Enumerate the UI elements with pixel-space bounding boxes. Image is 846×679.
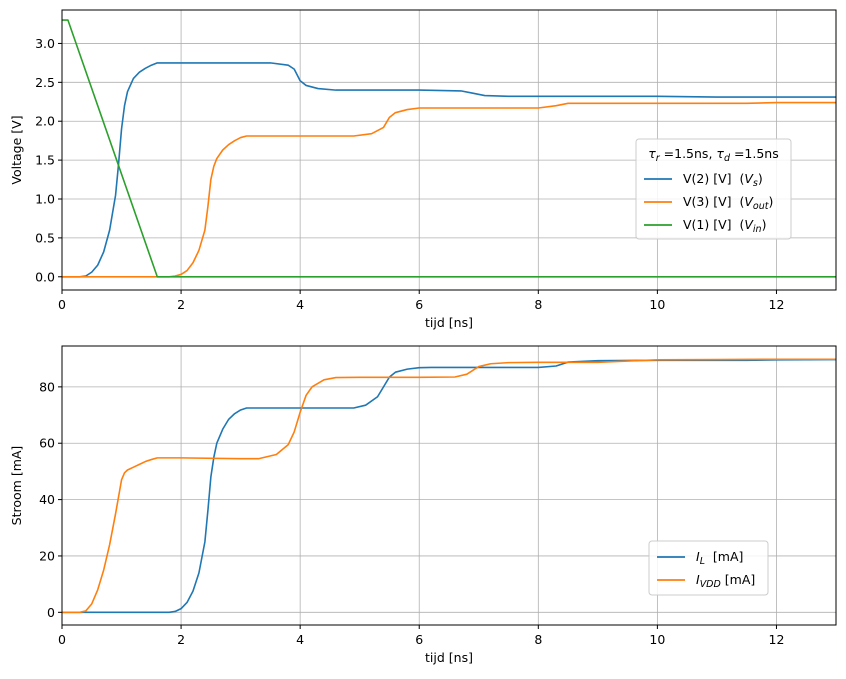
y-tick-label: 3.0 [35, 36, 55, 51]
series-line-0 [62, 62, 836, 278]
x-tick-label: 10 [649, 297, 665, 312]
x-tick-label: 6 [415, 632, 423, 647]
x-tick-label: 12 [769, 297, 785, 312]
x-tick-label: 6 [415, 297, 423, 312]
x-tick-label: 8 [534, 632, 542, 647]
axes-frame [61, 345, 837, 626]
y-tick-label: 1.5 [35, 153, 55, 168]
y-tick-label: 1.0 [35, 192, 55, 207]
x-tick-label: 4 [296, 297, 304, 312]
y-tick-label: 0.5 [35, 230, 55, 245]
series-line-1 [62, 101, 836, 278]
x-tick-label: 10 [649, 632, 665, 647]
series-line-2 [62, 19, 836, 278]
legend-label-2: V(1) [V] (Vin) [683, 217, 766, 235]
legend: τr =1.5ns, τd =1.5ns V(2) [V] (Vs) V(3) [V… [635, 138, 792, 240]
legend-label-0: IL [mA] [696, 549, 743, 567]
x-tick-label: 2 [177, 297, 185, 312]
y-tick-label: 2.0 [35, 114, 55, 129]
x-tick-label: 0 [58, 297, 66, 312]
legend-title: τr =1.5ns, τd =1.5ns [648, 146, 778, 164]
series-group [62, 19, 836, 278]
x-tick-label: 4 [296, 632, 304, 647]
legend-label-1: IVDD [mA] [696, 572, 755, 590]
series-group [62, 358, 836, 614]
y-tick-label: 40 [39, 492, 55, 507]
x-tick-label: 8 [534, 297, 542, 312]
series-line-1 [62, 358, 836, 614]
legend-label-0: V(2) [V] (Vs) [683, 171, 763, 189]
x-tick-label: 12 [769, 632, 785, 647]
y-axis-label: Stroom [mA] [9, 446, 24, 526]
legend: IL [mA] IVDD [mA] [648, 540, 769, 596]
x-axis-label: tijd [ns] [425, 650, 473, 665]
axes-frame [61, 9, 837, 291]
y-tick-label: 0 [47, 605, 55, 620]
y-tick-label: 0.0 [35, 269, 55, 284]
legend-box [635, 138, 792, 240]
legend-label-1: V(3) [V] (Vout) [683, 194, 773, 212]
current-plot: 0 2 4 6 8 10 12 0 20 40 60 80 tijd [ns] Stroom [mA] IL… [9, 345, 837, 665]
x-axis-label: tijd [ns] [425, 315, 473, 330]
y-tick-label: 20 [39, 548, 55, 563]
y-axis-label: Voltage [V] [9, 115, 24, 184]
voltage-plot: 0 2 4 6 8 10 12 0.0 0.5 1.0 1.5 2.0 2.5 3.0 tijd [ns] V… [9, 9, 837, 330]
x-tick-label: 2 [177, 632, 185, 647]
y-tick-label: 80 [39, 379, 55, 394]
y-tick-label: 60 [39, 436, 55, 451]
x-tick-label: 0 [58, 632, 66, 647]
y-tick-label: 2.5 [35, 75, 55, 90]
legend-box [648, 540, 769, 596]
